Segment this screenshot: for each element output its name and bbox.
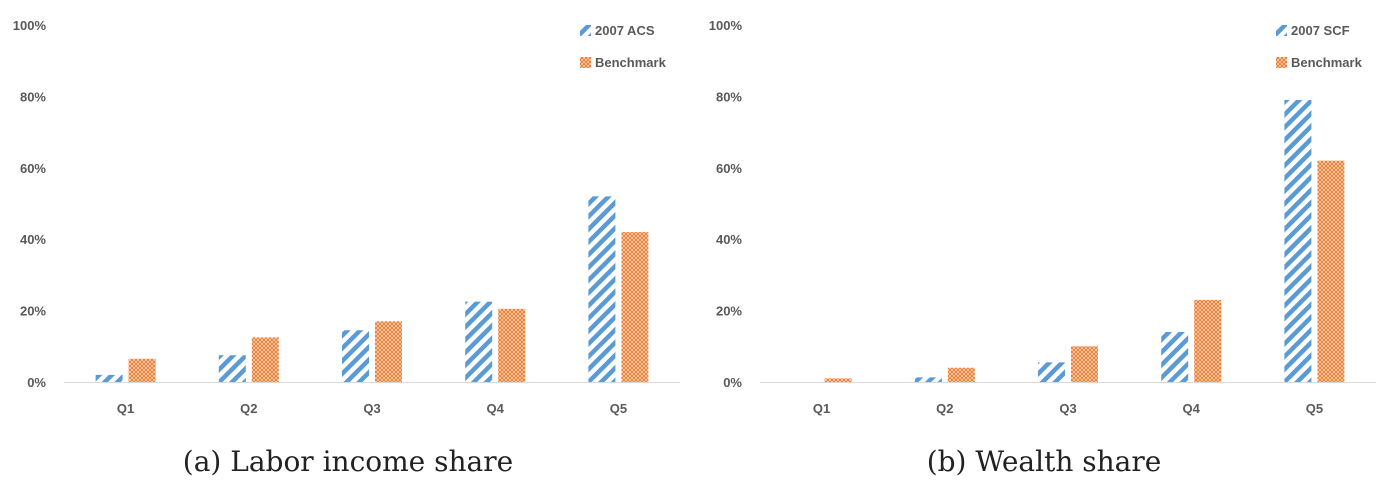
chart-a-caption: (a) Labor income share — [182, 445, 514, 478]
bar-series-a — [1038, 362, 1065, 382]
bar-series-a — [95, 374, 123, 382]
y-tick-label: 20% — [716, 304, 742, 319]
legend-label: 2007 ACS — [595, 23, 655, 38]
y-tick-label: 0% — [27, 375, 46, 390]
bar-series-b — [621, 232, 649, 382]
y-tick-label: 100% — [709, 18, 743, 33]
x-tick-label: Q3 — [363, 401, 380, 416]
chart-b-caption: (b) Wealth share — [926, 445, 1162, 478]
bar-series-a — [1161, 332, 1189, 382]
chart-panel-a: 0% 20% 40% 60% 80% 100% Q1 Q2 Q3 Q4 Q5 2007 ACS Benc… — [13, 18, 680, 478]
bar-series-a — [465, 301, 493, 382]
x-tick-label: Q1 — [117, 401, 134, 416]
bar-series-b — [1317, 160, 1345, 382]
x-tick-label: Q2 — [240, 401, 257, 416]
x-tick-label: Q4 — [487, 401, 505, 416]
x-tick-label: Q4 — [1183, 401, 1201, 416]
legend-swatch — [580, 57, 591, 68]
bar-series-b — [375, 321, 402, 382]
chart-panel-b: 0% 20% 40% 60% 80% 100% Q1 Q2 Q3 Q4 Q5 2007 SCF Benc… — [696, 0, 1392, 486]
y-tick-label: 80% — [20, 89, 46, 104]
bar-series-a — [218, 355, 246, 382]
x-tick-label: Q5 — [1306, 401, 1323, 416]
bar-series-a — [914, 377, 942, 382]
y-tick-label: 100% — [13, 18, 47, 33]
legend-swatch — [1276, 57, 1287, 68]
y-tick-label: 20% — [20, 304, 46, 319]
bar-series-a — [588, 196, 616, 382]
legend-swatch — [580, 25, 591, 36]
y-tick-label: 60% — [20, 161, 46, 176]
legend-label: 2007 SCF — [1291, 23, 1350, 38]
bar-series-a — [342, 330, 369, 382]
legend-label: Benchmark — [595, 55, 667, 70]
y-tick-label: 60% — [716, 161, 742, 176]
bar-series-b — [1071, 346, 1098, 382]
x-tick-label: Q5 — [610, 401, 627, 416]
bar-series-b — [251, 337, 279, 382]
bar-series-a — [1284, 99, 1312, 382]
bar-series-b — [498, 308, 526, 382]
y-tick-label: 0% — [723, 375, 742, 390]
y-tick-label: 80% — [716, 89, 742, 104]
x-tick-label: Q3 — [1059, 401, 1076, 416]
bar-series-b — [947, 367, 975, 382]
y-tick-label: 40% — [716, 232, 742, 247]
bar-series-b — [1194, 299, 1222, 382]
legend-label: Benchmark — [1291, 55, 1363, 70]
y-tick-label: 40% — [20, 232, 46, 247]
x-tick-label: Q2 — [936, 401, 953, 416]
chart-a-svg: 0% 20% 40% 60% 80% 100% Q1 Q2 Q3 Q4 Q5 2007 ACS Benc… — [13, 18, 680, 416]
x-tick-label: Q1 — [813, 401, 830, 416]
legend-swatch — [1276, 25, 1287, 36]
bar-series-b — [824, 378, 852, 382]
chart-b-svg: 0% 20% 40% 60% 80% 100% Q1 Q2 Q3 Q4 Q5 2007 SCF Benc… — [709, 18, 1376, 416]
bar-series-b — [128, 358, 156, 382]
